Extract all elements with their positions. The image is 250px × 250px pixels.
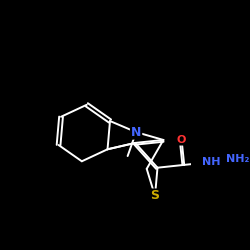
Text: O: O xyxy=(177,135,186,145)
Text: NH: NH xyxy=(202,157,220,167)
Text: S: S xyxy=(150,190,160,202)
Text: N: N xyxy=(131,126,141,138)
Text: NH₂: NH₂ xyxy=(226,154,249,164)
